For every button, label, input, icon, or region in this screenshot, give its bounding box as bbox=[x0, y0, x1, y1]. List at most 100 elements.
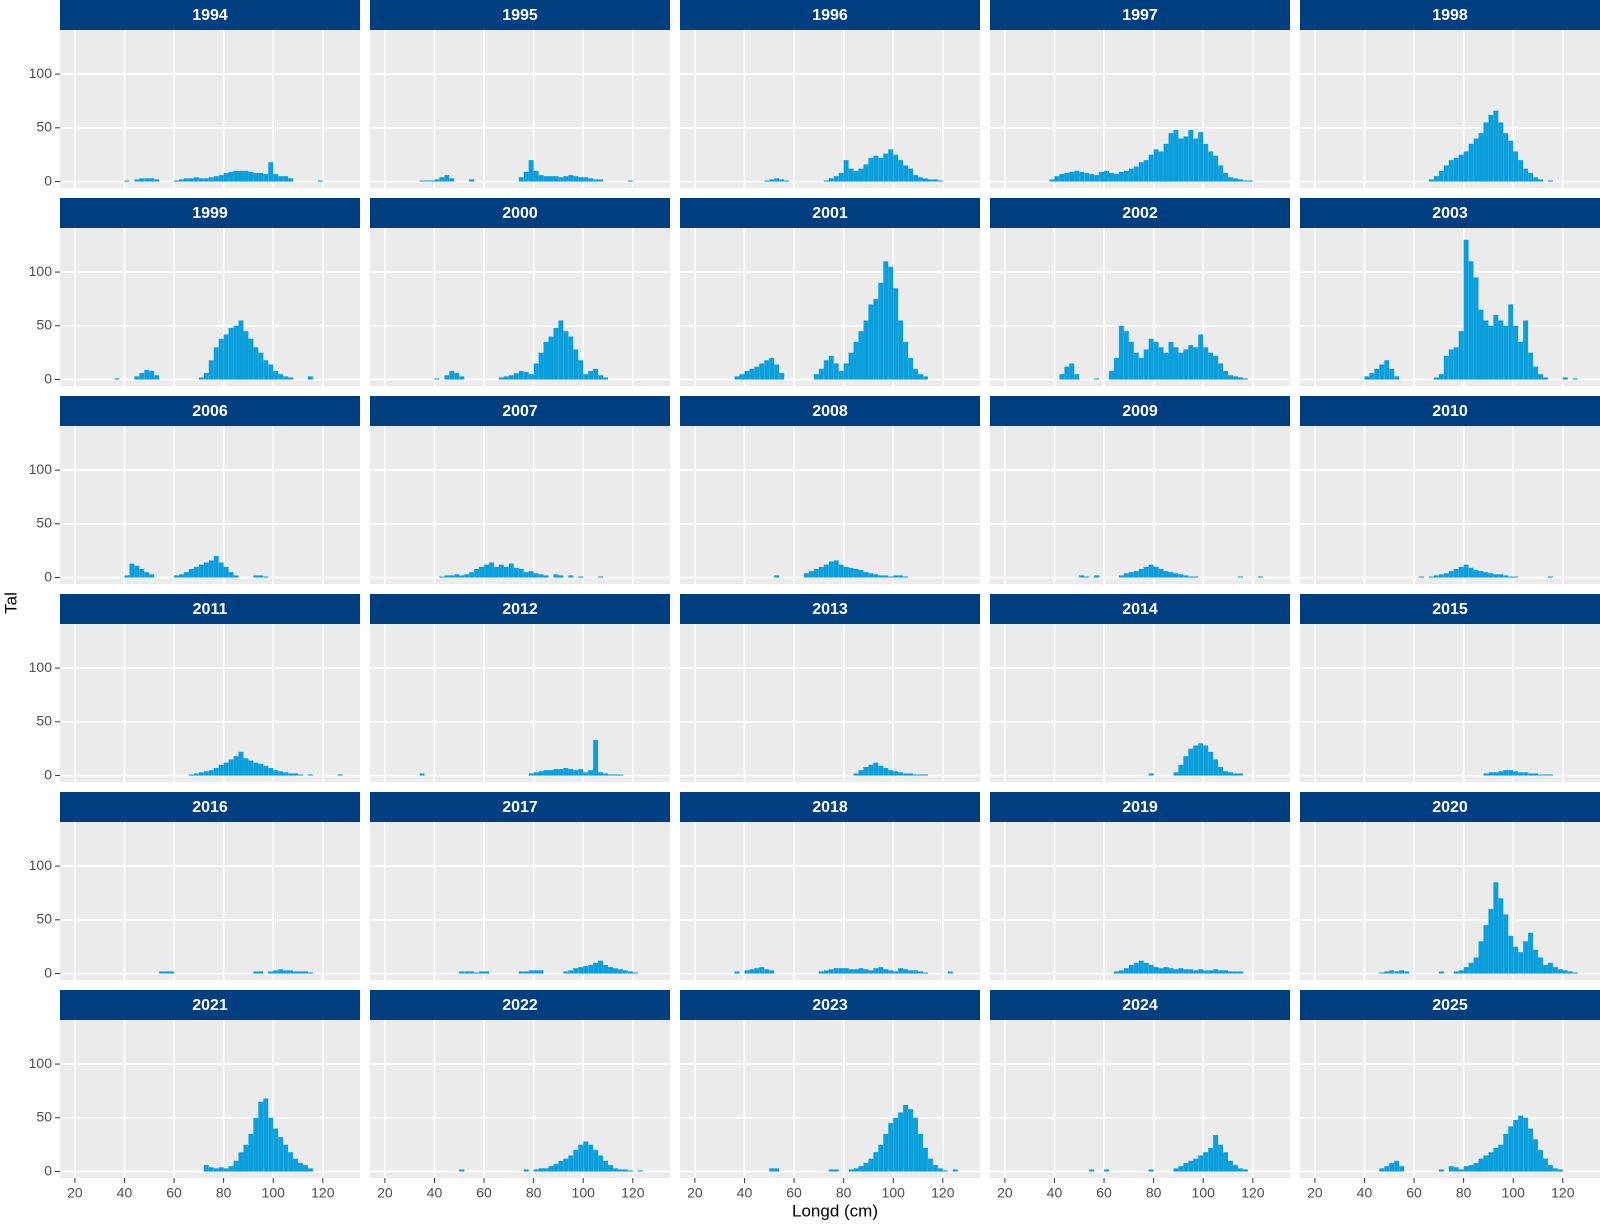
bar bbox=[908, 1109, 914, 1172]
bar bbox=[1384, 971, 1390, 974]
x-tick-label: 60 bbox=[786, 1185, 802, 1201]
bar bbox=[459, 971, 465, 974]
bar bbox=[1533, 1139, 1539, 1172]
strip bbox=[1300, 396, 1600, 426]
bar bbox=[508, 563, 514, 578]
bar bbox=[903, 165, 909, 182]
bar bbox=[1493, 1147, 1499, 1172]
bar bbox=[278, 771, 284, 776]
bar bbox=[124, 180, 130, 182]
bar bbox=[419, 180, 425, 182]
bar bbox=[1478, 571, 1484, 578]
bar bbox=[1567, 971, 1573, 974]
panel-title: 2020 bbox=[1432, 799, 1468, 816]
bar bbox=[568, 575, 574, 578]
bar bbox=[228, 327, 234, 380]
y-tick-label: 50 bbox=[36, 1109, 52, 1125]
bar bbox=[208, 1167, 214, 1172]
strip bbox=[60, 396, 360, 426]
strip bbox=[680, 396, 980, 426]
bar bbox=[1153, 341, 1159, 380]
panel-title: 2002 bbox=[1122, 205, 1158, 222]
bar bbox=[533, 772, 539, 776]
bar bbox=[612, 968, 618, 974]
bar bbox=[144, 178, 150, 182]
bar bbox=[1168, 968, 1174, 974]
bar bbox=[603, 773, 609, 776]
bar bbox=[1203, 143, 1209, 182]
bar bbox=[1478, 133, 1484, 182]
bar bbox=[749, 969, 755, 974]
bar bbox=[774, 575, 780, 578]
x-axis-title: Longd (cm) bbox=[792, 1201, 878, 1220]
bar bbox=[764, 180, 770, 182]
bar bbox=[1518, 160, 1524, 182]
bar bbox=[213, 768, 219, 776]
bar bbox=[1138, 162, 1144, 182]
bar bbox=[883, 575, 889, 578]
bar bbox=[253, 575, 259, 578]
bar bbox=[583, 177, 589, 182]
bar bbox=[1143, 962, 1149, 974]
bar bbox=[1523, 941, 1529, 974]
bar bbox=[203, 178, 209, 182]
bar bbox=[258, 352, 264, 380]
x-tick-label: 80 bbox=[526, 1185, 542, 1201]
bar bbox=[273, 174, 279, 182]
bar bbox=[863, 320, 869, 380]
bar bbox=[769, 179, 775, 182]
bar bbox=[1513, 576, 1519, 578]
bar bbox=[883, 153, 889, 182]
bar bbox=[1223, 771, 1229, 776]
bar bbox=[913, 175, 919, 182]
bar bbox=[489, 562, 494, 578]
panel-background bbox=[60, 822, 360, 980]
bar bbox=[739, 374, 745, 380]
bar bbox=[1173, 1168, 1179, 1172]
bar bbox=[1223, 370, 1229, 380]
bar bbox=[1374, 368, 1380, 380]
bar bbox=[293, 1158, 299, 1172]
bar bbox=[1508, 576, 1514, 578]
bar bbox=[1168, 572, 1174, 578]
bar bbox=[853, 568, 859, 578]
bar bbox=[573, 349, 579, 380]
x-tick-label: 80 bbox=[1456, 1185, 1472, 1201]
y-tick-label: 100 bbox=[29, 1055, 53, 1071]
bar bbox=[298, 1162, 303, 1172]
bar bbox=[174, 180, 180, 182]
bar bbox=[533, 1169, 539, 1172]
bar bbox=[868, 304, 874, 380]
bar bbox=[1453, 971, 1459, 974]
bar bbox=[454, 373, 460, 380]
bar bbox=[238, 170, 244, 182]
panel-title: 2025 bbox=[1432, 997, 1468, 1014]
bar bbox=[208, 360, 214, 380]
bar bbox=[853, 969, 859, 974]
bar bbox=[243, 758, 249, 776]
bar bbox=[469, 971, 475, 974]
bar bbox=[223, 566, 229, 578]
bar bbox=[223, 334, 229, 380]
bar bbox=[528, 160, 534, 182]
bar bbox=[908, 970, 914, 974]
bar bbox=[1453, 568, 1459, 578]
bar bbox=[283, 970, 289, 974]
bar bbox=[878, 575, 884, 578]
bar bbox=[1483, 572, 1489, 578]
bar bbox=[878, 1144, 884, 1172]
bar bbox=[283, 376, 289, 380]
bar bbox=[1198, 334, 1204, 380]
strip bbox=[1300, 0, 1600, 30]
bar bbox=[1198, 1155, 1204, 1172]
x-tick-label: 100 bbox=[1192, 1185, 1216, 1201]
x-tick-label: 40 bbox=[117, 1185, 133, 1201]
bar bbox=[474, 972, 480, 974]
bar bbox=[873, 574, 879, 578]
bar bbox=[1228, 1160, 1233, 1172]
bar bbox=[553, 769, 559, 776]
bar bbox=[1064, 172, 1070, 182]
bar bbox=[1069, 171, 1075, 182]
x-tick-label: 60 bbox=[476, 1185, 492, 1201]
bar bbox=[258, 763, 264, 776]
